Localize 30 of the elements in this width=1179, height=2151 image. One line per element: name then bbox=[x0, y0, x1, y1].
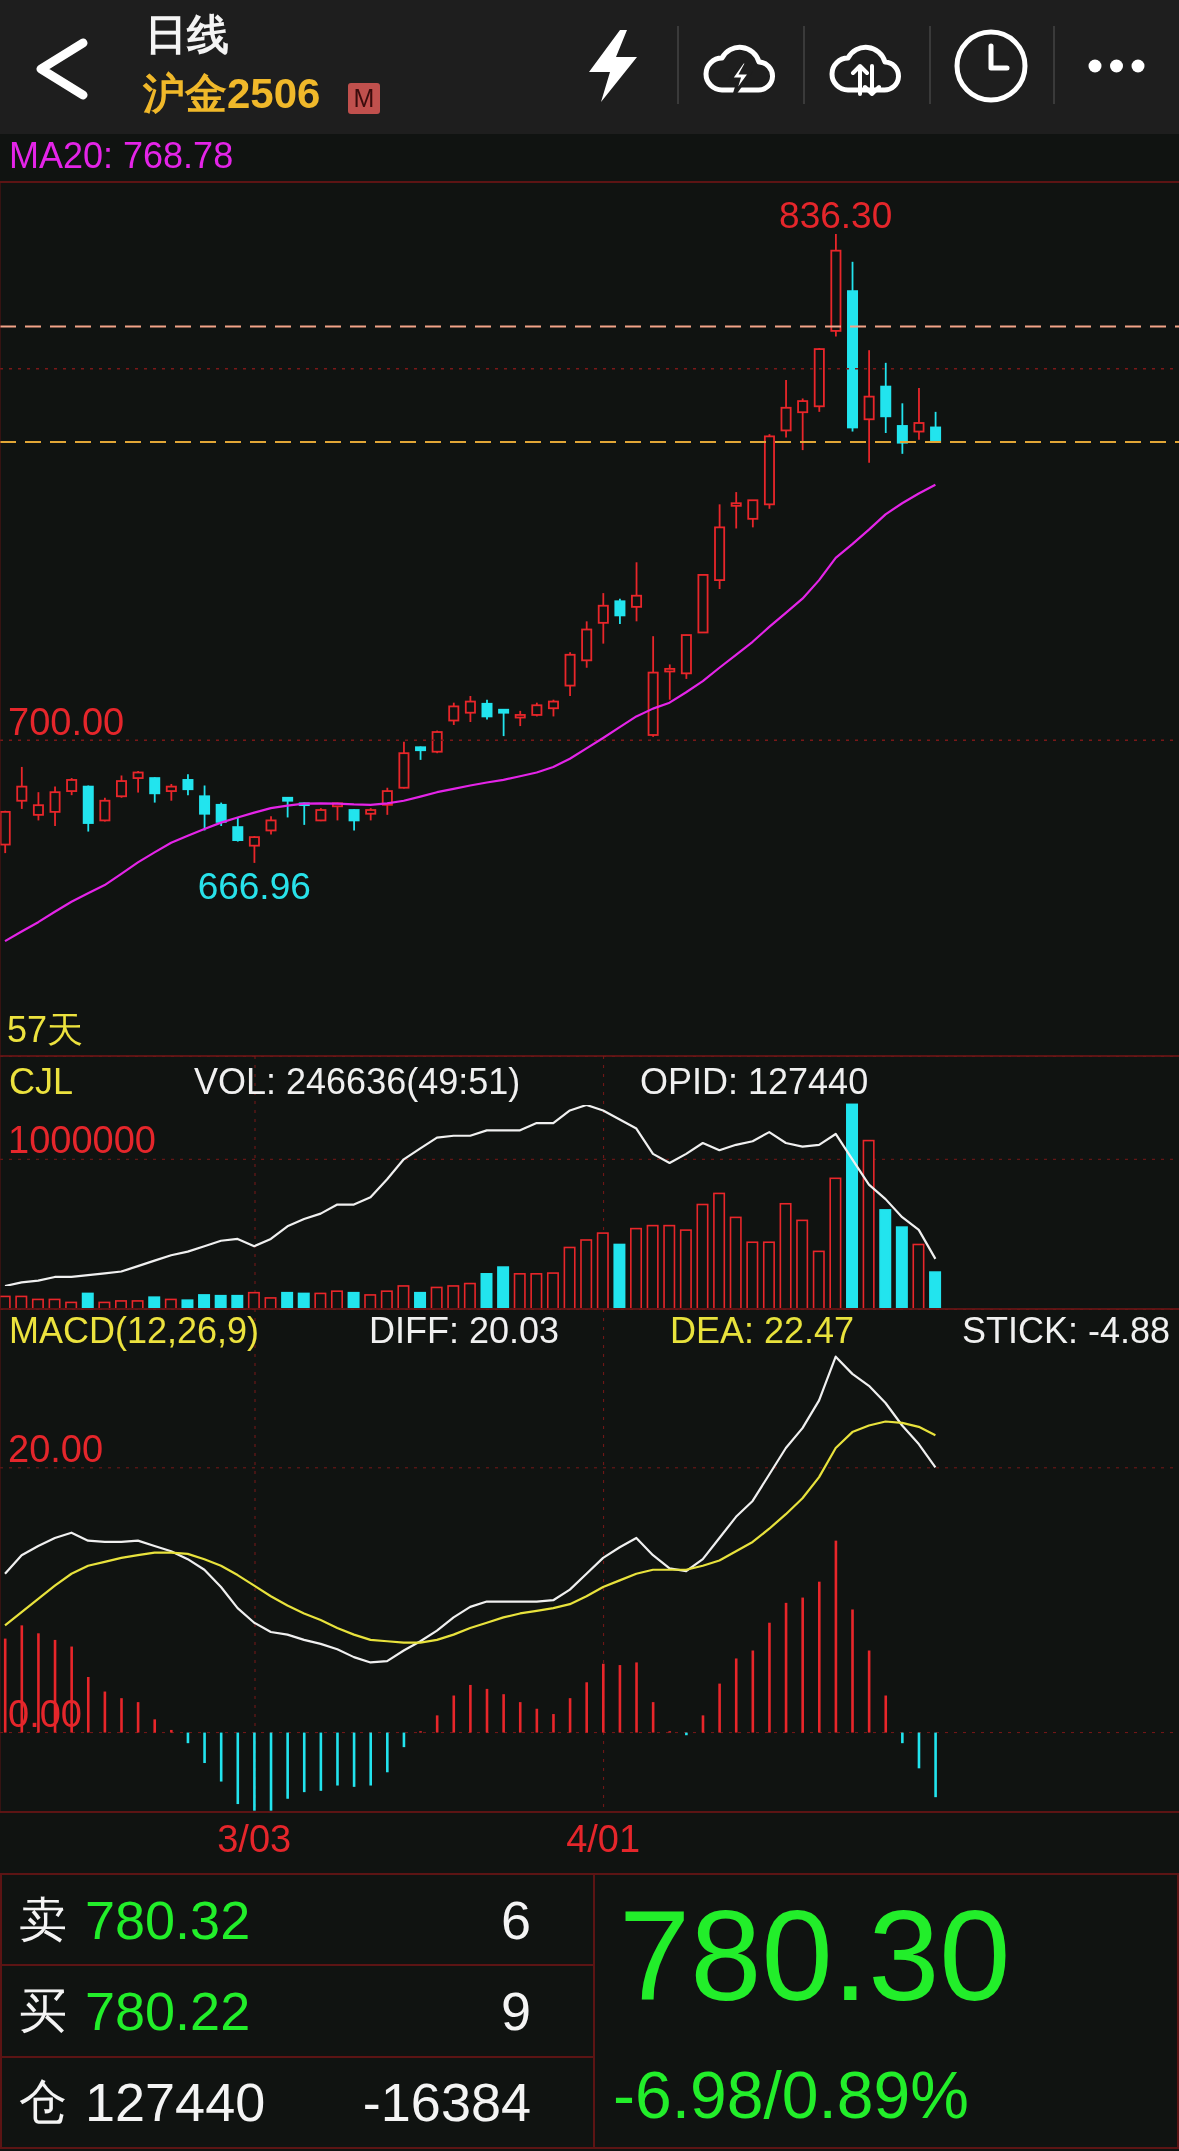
text: 卖 bbox=[19, 1892, 67, 1946]
text: DIFF: 20.03 bbox=[369, 1310, 560, 1351]
text: 日线 bbox=[145, 11, 229, 58]
y-tick-label: 1000000 bbox=[8, 1119, 156, 1162]
text: 6 bbox=[500, 1889, 531, 1950]
text: 127440 bbox=[85, 2072, 266, 2133]
text: 57天 bbox=[7, 1009, 84, 1050]
text: 沪金2506 bbox=[143, 70, 321, 117]
annotation: VOL: 246636(49:51) bbox=[194, 1061, 521, 1102]
x-tick-label: 3/03 bbox=[217, 1818, 292, 1860]
text: 780.22 bbox=[85, 1980, 251, 2041]
text: -16384 bbox=[362, 2072, 531, 2133]
text: -6.98/0.89% bbox=[613, 2058, 969, 2132]
text: STICK: -4.88 bbox=[961, 1310, 1170, 1351]
text: 买 bbox=[19, 1983, 67, 2037]
text: 仓 bbox=[19, 2075, 67, 2129]
text: MA20: 768.78 bbox=[9, 135, 234, 176]
text: DEA: 22.47 bbox=[670, 1310, 855, 1351]
chart-title: MACD(12,26,9) bbox=[9, 1310, 260, 1351]
text: M bbox=[348, 83, 380, 114]
annotation: 666.96 bbox=[197, 866, 311, 908]
series-label: OPID: 127440 bbox=[640, 1061, 869, 1102]
text: 780.30 bbox=[619, 1884, 1011, 2027]
chart-title: CJL bbox=[9, 1061, 74, 1102]
x-tick-label: 4/01 bbox=[566, 1818, 641, 1860]
annotation: 836.30 bbox=[779, 194, 893, 236]
text: 9 bbox=[500, 1980, 531, 2041]
y-tick-label: 20.00 bbox=[8, 1427, 104, 1470]
ref-line-label: 700.00 bbox=[8, 701, 125, 744]
text: 780.32 bbox=[85, 1889, 251, 1950]
